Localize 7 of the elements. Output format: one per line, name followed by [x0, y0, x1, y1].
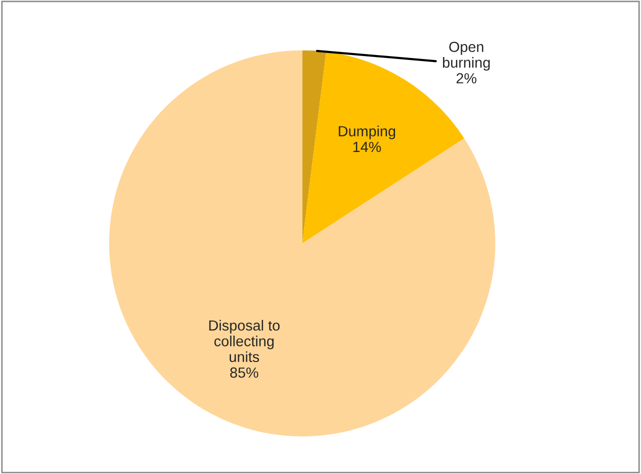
pie-slice: [302, 50, 326, 244]
data-label: 14%: [353, 142, 381, 152]
slice-label: Dumping: [338, 126, 396, 140]
data-label: 2%: [456, 73, 476, 84]
slice-label: Open burning: [442, 42, 490, 71]
slice-label: Disposal to collecting units: [209, 320, 280, 362]
data-label: 85%: [230, 367, 258, 378]
